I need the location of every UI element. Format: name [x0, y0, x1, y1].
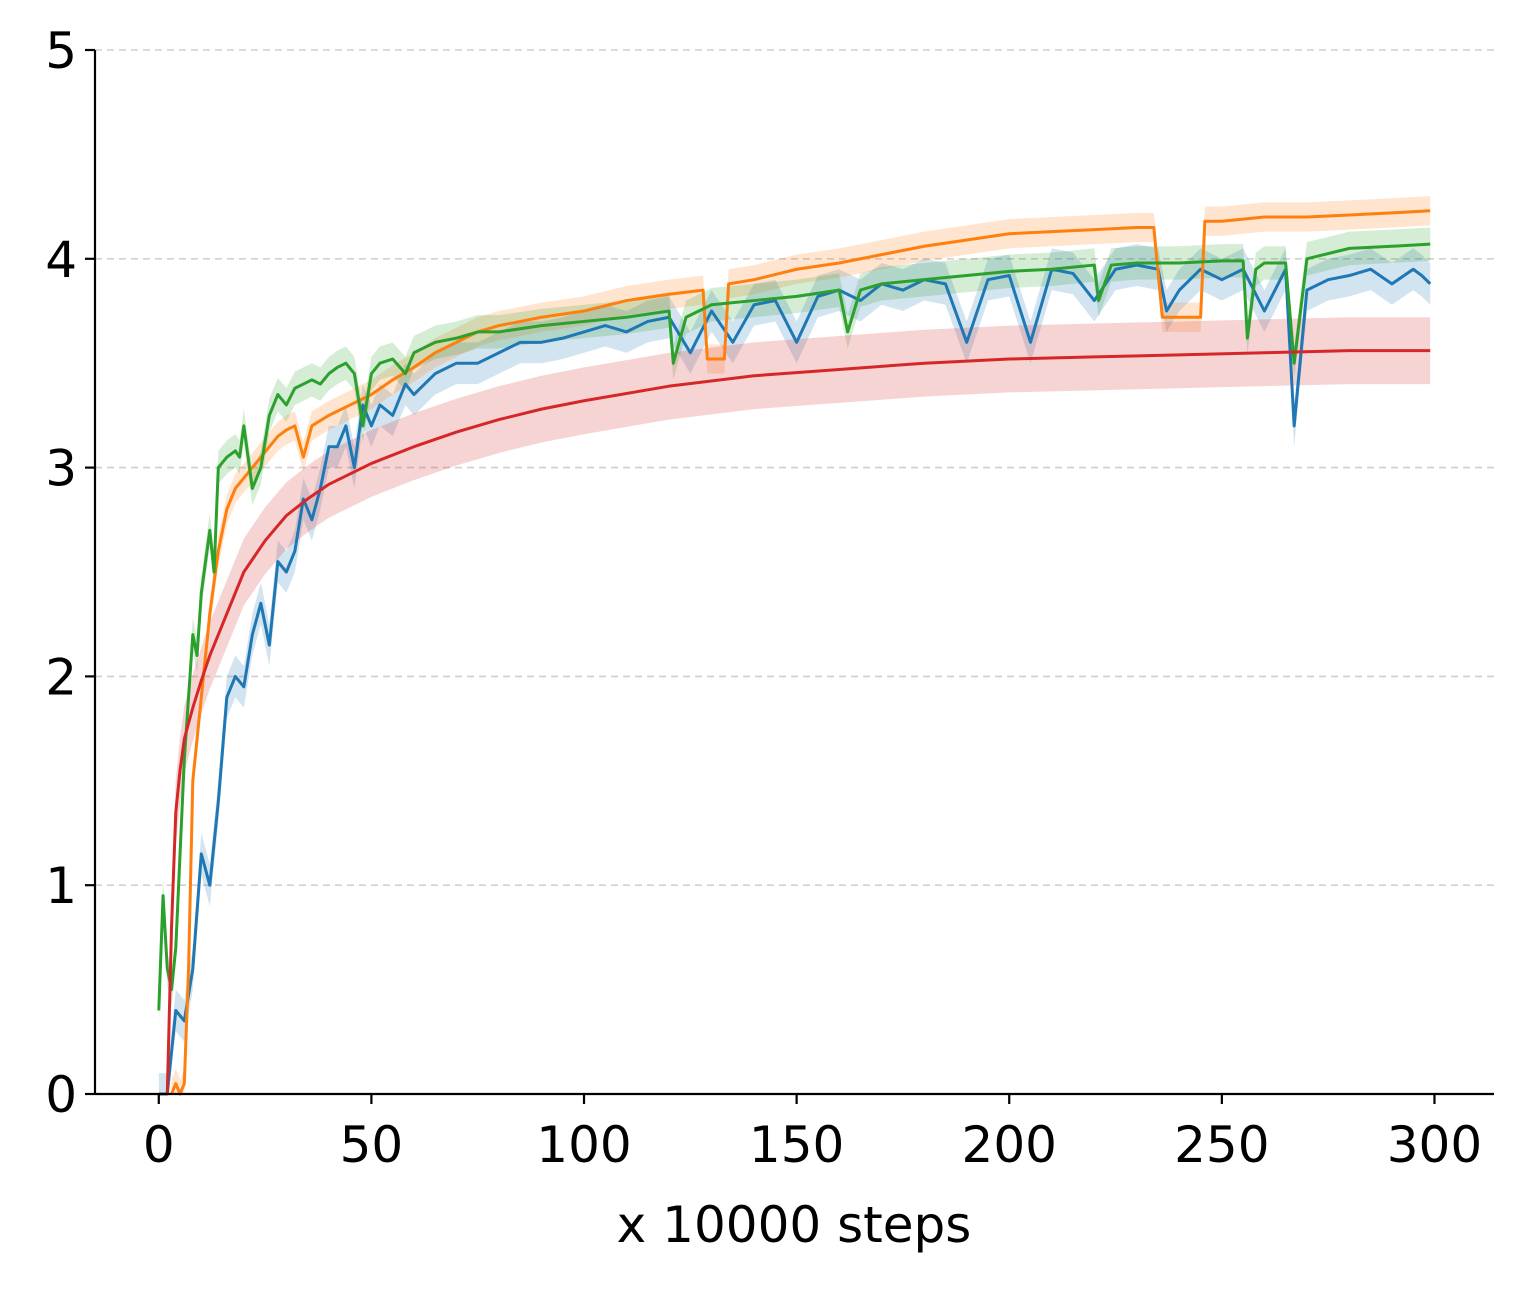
- confidence-bands: [158, 196, 1431, 1094]
- grid: [95, 49, 1494, 887]
- series-line: [170, 209, 1431, 1096]
- series-line: [165, 349, 1431, 1095]
- y-tick-label: 2: [45, 648, 77, 706]
- y-tick-label: 0: [45, 1066, 77, 1124]
- x-tick-label: 50: [340, 1116, 404, 1174]
- x-axis-label: x 10000 steps: [617, 1196, 972, 1254]
- axes: [93, 50, 1494, 1096]
- y-tick-label: 4: [45, 231, 77, 289]
- series-line: [158, 263, 1432, 1096]
- x-tick-label: 300: [1387, 1116, 1482, 1174]
- series-line: [157, 242, 1431, 1011]
- x-tick-label: 100: [536, 1116, 631, 1174]
- x-tick-label: 250: [1174, 1116, 1269, 1174]
- series-lines: [157, 209, 1432, 1096]
- x-tick-label: 0: [143, 1116, 175, 1174]
- y-tick-label: 3: [45, 440, 77, 498]
- x-tick-label: 200: [962, 1116, 1057, 1174]
- y-tick-label: 5: [45, 22, 77, 80]
- x-tick-label: 150: [749, 1116, 844, 1174]
- y-tick-label: 1: [45, 857, 77, 915]
